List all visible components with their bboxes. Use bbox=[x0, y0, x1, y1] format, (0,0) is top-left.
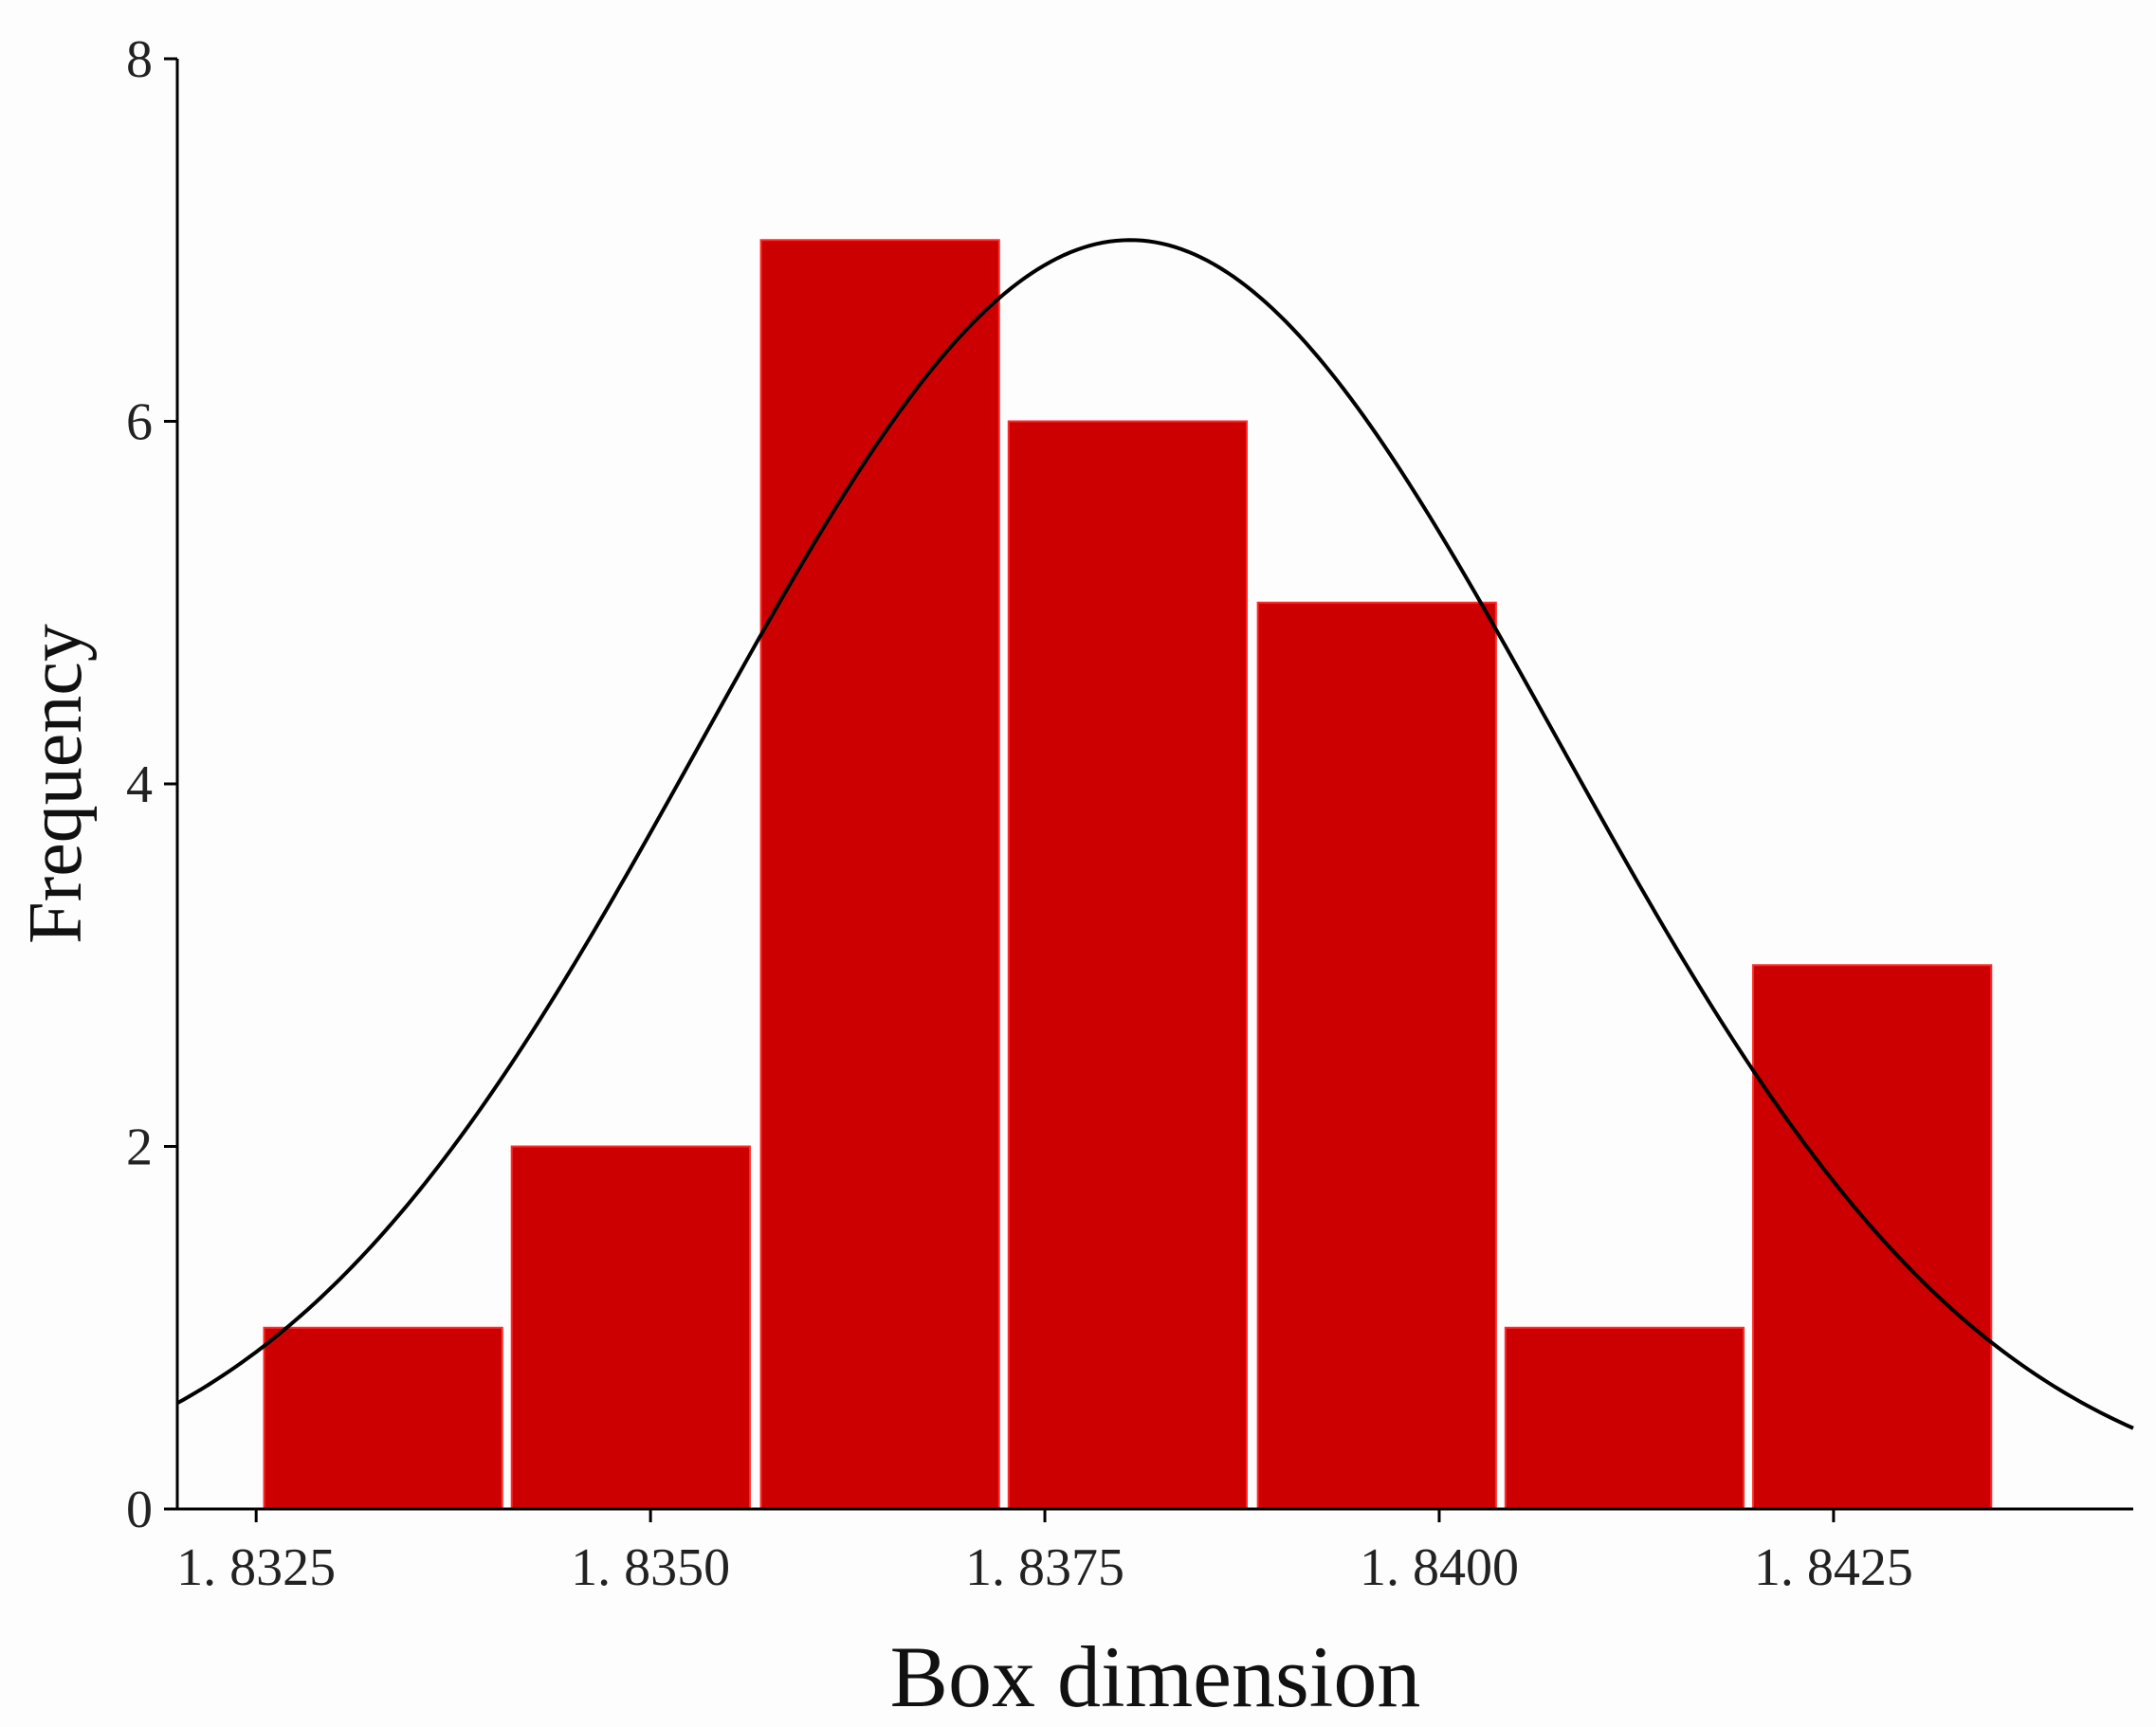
normal-distribution-curve bbox=[176, 238, 2134, 1430]
x-tick-label: 1. 8350 bbox=[571, 1538, 730, 1597]
histogram-bar-4 bbox=[1007, 420, 1248, 1510]
x-tick-label: 1. 8375 bbox=[965, 1538, 1124, 1597]
x-tick-label: 1. 8400 bbox=[1360, 1538, 1519, 1597]
y-tick-label: 4 bbox=[126, 755, 153, 814]
x-tick-label: 1. 8425 bbox=[1754, 1538, 1913, 1597]
x-tick-label: 1. 8325 bbox=[176, 1538, 336, 1597]
histogram-bars bbox=[263, 239, 1993, 1510]
histogram-bar-1 bbox=[263, 1326, 503, 1510]
x-axis-title: Box dimension bbox=[890, 1628, 1421, 1725]
y-axis-title: Frequency bbox=[14, 624, 98, 944]
axis-ticks: 0 2 4 6 8 1. 8325 1. 8350 1. 8375 1. 8400 1. 8425 bbox=[126, 30, 1913, 1597]
histogram-bar-2 bbox=[510, 1145, 751, 1510]
y-tick-label: 8 bbox=[126, 30, 153, 89]
histogram-bar-6 bbox=[1504, 1326, 1745, 1510]
y-tick-label: 0 bbox=[126, 1481, 153, 1539]
histogram-bar-7 bbox=[1752, 964, 1993, 1510]
histogram-bar-5 bbox=[1256, 601, 1497, 1510]
y-tick-label: 2 bbox=[126, 1118, 153, 1177]
y-tick-label: 6 bbox=[126, 393, 153, 452]
normal-curve-layer bbox=[176, 238, 2134, 1430]
histogram-bar-3 bbox=[759, 239, 1000, 1510]
